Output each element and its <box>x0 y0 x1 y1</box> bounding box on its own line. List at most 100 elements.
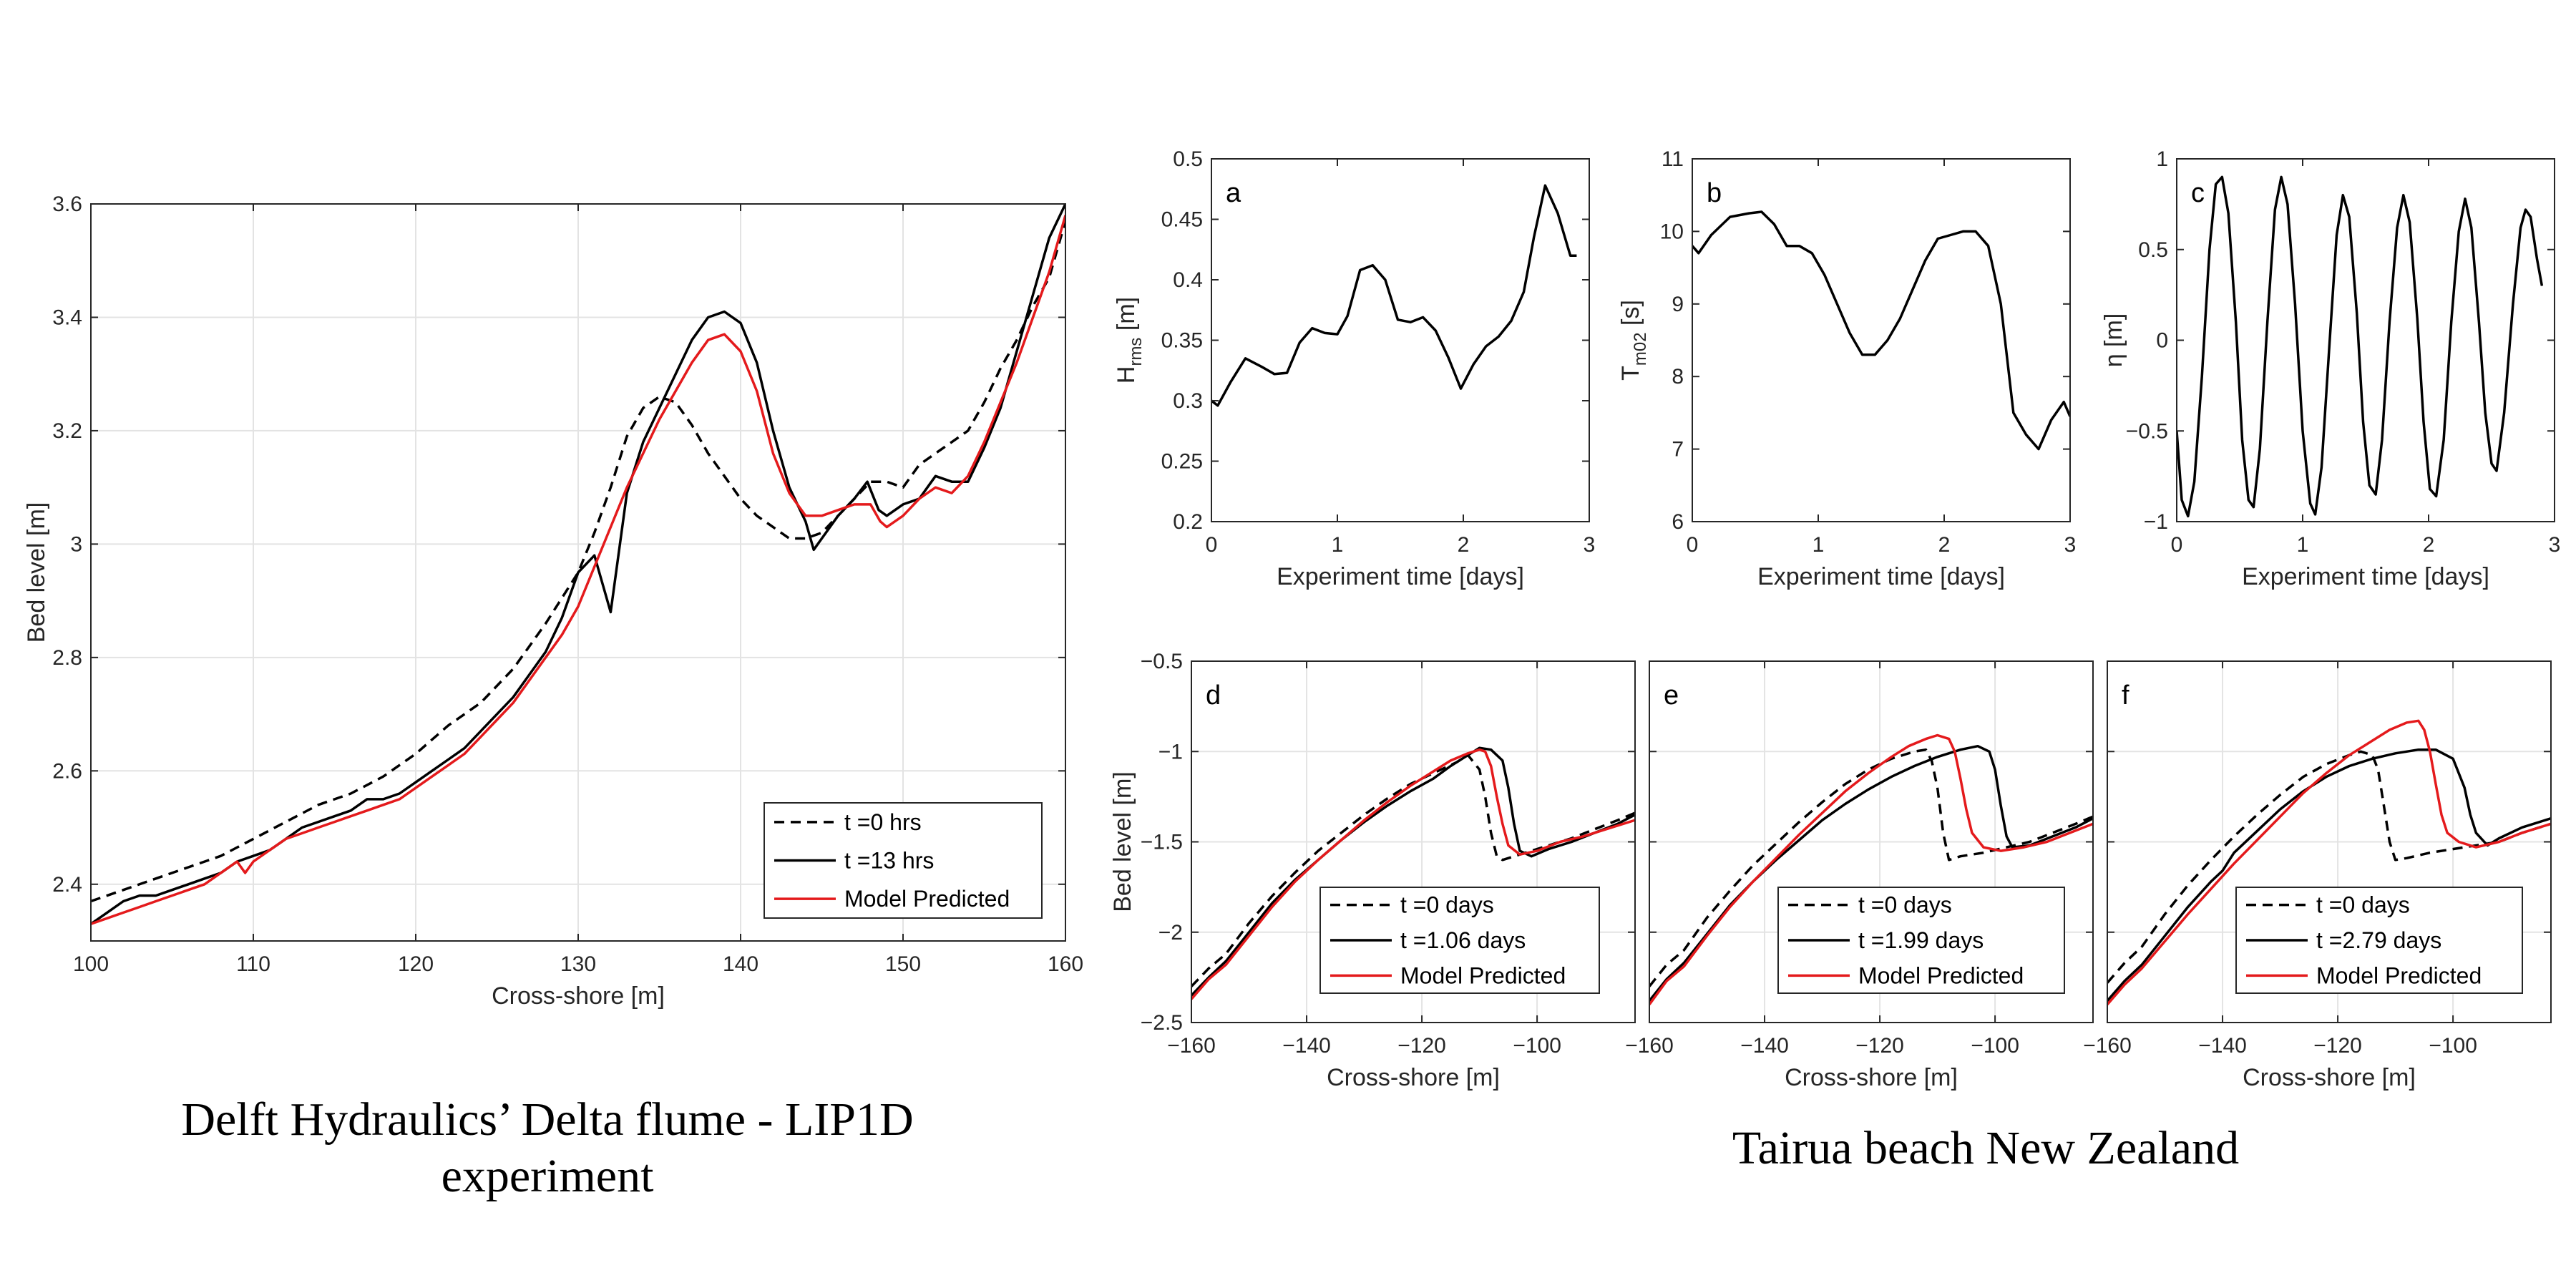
x-tick-label: 130 <box>560 952 596 976</box>
y-tick-label: 0.5 <box>2138 238 2168 262</box>
x-tick-label: 100 <box>73 952 109 976</box>
x-tick-label: 1 <box>1813 533 1825 557</box>
y-tick-label: 0.35 <box>1161 329 1203 353</box>
x-tick-label: −100 <box>1513 1034 1561 1058</box>
x-tick-label: 0 <box>1206 533 1218 557</box>
y-tick-label: −2.5 <box>1141 1011 1183 1035</box>
legend: t =0 days t =1.06 days Model Predicted <box>1319 887 1600 994</box>
y-tick-label: 3 <box>70 532 82 556</box>
x-tick-label: 3 <box>1584 533 1596 557</box>
x-tick-label: −100 <box>1971 1034 2019 1058</box>
y-tick-label: −0.5 <box>2126 419 2168 443</box>
legend-label: t =1.99 days <box>1858 927 1984 953</box>
y-tick-label: 0 <box>2156 329 2168 353</box>
x-tick-label: −140 <box>1282 1034 1331 1058</box>
x-tick-label: −140 <box>1740 1034 1789 1058</box>
y-tick-label: 9 <box>1672 293 1684 316</box>
y-tick-label: 3.6 <box>52 192 82 216</box>
panel-letter: d <box>1206 680 1221 711</box>
y-tick-label: 1 <box>2156 147 2168 171</box>
legend-label: t =0 hrs <box>844 809 922 835</box>
legend-label: t =13 hrs <box>844 848 934 874</box>
legend: t =0 hrs t =13 hrs Model Predicted <box>763 802 1043 919</box>
x-axis-label: Experiment time [days] <box>1277 563 1524 590</box>
legend-label: Model Predicted <box>844 886 1010 912</box>
series-line-0 <box>1211 184 1577 407</box>
y-tick-label: 0.2 <box>1173 510 1203 534</box>
plot-area <box>1692 159 2070 522</box>
legend-label: Model Predicted <box>2316 962 2482 988</box>
y-tick-label: 0.25 <box>1161 450 1203 474</box>
x-tick-label: −120 <box>1855 1034 1904 1058</box>
plot-area <box>1211 159 1589 522</box>
y-tick-label: −1 <box>2144 510 2168 534</box>
y-tick-label: 7 <box>1672 438 1684 462</box>
legend-label: t =0 days <box>1858 892 1952 918</box>
series-line-t-2-79-days <box>2107 748 2551 1002</box>
y-tick-label: −0.5 <box>1141 650 1183 673</box>
x-tick-label: −100 <box>2429 1034 2477 1058</box>
panel-e: −160 −140 −120 −100 Cross-shore [m] e t =0 day… <box>1625 660 2094 1091</box>
legend: t =0 days t =1.99 days Model Predicted <box>1777 887 2065 994</box>
series-line-t-1-06-days <box>1191 746 1635 997</box>
panel-a: 0 1 2 3 0.2 0.25 0.3 0.35 0.4 0.45 0.5 Experiment t… <box>1113 147 1595 590</box>
series-line-model-predicted <box>1649 733 2093 1005</box>
legend-label: Model Predicted <box>1400 962 1566 988</box>
caption-lip1d: Delft Hydraulics’ Delta flume - LIP1D ex… <box>181 1093 914 1203</box>
x-axis-label: Experiment time [days] <box>1757 563 2005 590</box>
x-axis-label: Experiment time [days] <box>2242 563 2489 590</box>
legend-label: t =0 days <box>1400 892 1494 918</box>
legend-label: t =1.06 days <box>1400 927 1526 953</box>
x-axis-label: Cross-shore [m] <box>1327 1064 1500 1091</box>
y-tick-label: 8 <box>1672 365 1684 389</box>
x-axis-label: Cross-shore [m] <box>2243 1064 2416 1091</box>
y-tick-label: 10 <box>1660 220 1684 243</box>
x-tick-label: −120 <box>2313 1034 2362 1058</box>
x-tick-label: 0 <box>2171 533 2183 557</box>
x-tick-label: 2 <box>2423 533 2435 557</box>
panel-letter: c <box>2191 178 2205 208</box>
panel-letter: b <box>1707 178 1722 208</box>
x-tick-label: −140 <box>2198 1034 2247 1058</box>
series-line-model-predicted <box>91 215 1065 925</box>
y-tick-label: 11 <box>1662 147 1684 171</box>
series-line-t-0-days <box>1649 748 2093 987</box>
legend-label: t =2.79 days <box>2316 927 2441 953</box>
y-axis-label: Hrms [m] <box>1113 297 1146 384</box>
caption-tairua: Tairua beach New Zealand <box>1732 1122 2240 1174</box>
panel-letter: a <box>1226 178 1241 208</box>
x-tick-label: −160 <box>2083 1034 2132 1058</box>
y-tick-label: 0.3 <box>1173 389 1203 413</box>
panel-b: 0 1 2 3 6 7 8 9 10 11 Experiment time [days] Tm02 [… <box>1617 147 2076 590</box>
y-tick-label: 0.4 <box>1173 268 1203 292</box>
y-axis-label: Tm02 [s] <box>1617 300 1650 381</box>
x-tick-label: 3 <box>2064 533 2077 557</box>
x-tick-label: 160 <box>1048 952 1083 976</box>
y-tick-label: 2.4 <box>52 873 82 897</box>
series-line-t-13-hrs <box>91 204 1065 925</box>
y-tick-label: −2 <box>1158 921 1183 945</box>
x-tick-label: 2 <box>1458 533 1470 557</box>
y-tick-label: 3.4 <box>52 306 82 329</box>
legend-label: t =0 days <box>2316 892 2410 918</box>
x-tick-label: 2 <box>1938 533 1951 557</box>
y-tick-label: 0.5 <box>1173 147 1203 171</box>
panel-letter: e <box>1664 680 1679 711</box>
legend: t =0 days t =2.79 days Model Predicted <box>2235 887 2523 994</box>
series-line-model-predicted <box>2107 719 2551 1005</box>
y-tick-label: 0.45 <box>1161 208 1203 232</box>
x-axis-label: Cross-shore [m] <box>1785 1064 1958 1091</box>
x-tick-label: 120 <box>398 952 434 976</box>
y-tick-label: −1.5 <box>1141 831 1183 854</box>
y-tick-label: −1 <box>1158 740 1183 763</box>
x-tick-label: 140 <box>723 952 758 976</box>
panel-lip1d: 100 110 120 130 140 150 160 2.4 2.6 2.8 3 3.2 3.4 3.6… <box>23 192 1083 1010</box>
panel-letter: f <box>2122 680 2129 711</box>
y-axis-label: Bed level [m] <box>1109 771 1136 912</box>
series-line-0 <box>1692 210 2070 451</box>
y-tick-label: 3.2 <box>52 419 82 443</box>
axes-frame <box>1692 158 2071 522</box>
x-tick-label: 150 <box>885 952 921 976</box>
x-axis-label: Cross-shore [m] <box>492 982 665 1010</box>
